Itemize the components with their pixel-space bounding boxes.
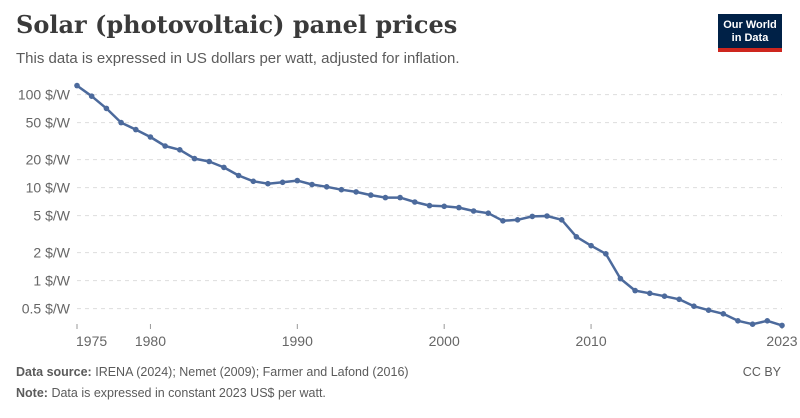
data-point (382, 194, 389, 201)
data-point (735, 318, 741, 324)
y-tick-label: 0.5 $/W (22, 301, 71, 317)
data-point (470, 208, 477, 214)
data-point (661, 293, 668, 300)
data-point (676, 296, 682, 303)
x-tick-label: 1990 (282, 333, 313, 349)
data-point (573, 234, 580, 240)
data-point (191, 155, 198, 162)
data-point (558, 217, 565, 223)
data-point (720, 311, 727, 317)
y-tick-label: 5 $/W (33, 208, 70, 224)
data-point (221, 164, 227, 171)
x-tick-label: 2000 (429, 333, 460, 349)
y-tick-label: 2 $/W (33, 245, 70, 261)
data-point (147, 134, 154, 140)
data-point (309, 181, 315, 188)
data-point (265, 180, 271, 187)
data-point (397, 194, 403, 201)
y-tick-label: 10 $/W (26, 180, 71, 196)
chart-subtitle: This data is expressed in US dollars per… (16, 50, 460, 67)
data-point (177, 147, 183, 153)
data-source-text[interactable]: IRENA (2024); Nemet (2009); Farmer and L… (95, 365, 409, 379)
data-point (88, 93, 95, 99)
x-tick-label: 1975 (76, 333, 107, 349)
data-point (705, 307, 712, 314)
data-point (74, 82, 80, 89)
x-tick-label: 1980 (135, 333, 166, 349)
data-point (529, 213, 536, 220)
data-point (647, 290, 653, 297)
data-point (133, 126, 139, 133)
x-tick-label: 2010 (575, 333, 606, 349)
owid-logo[interactable]: Our World in Data (718, 14, 782, 52)
data-point (294, 177, 301, 184)
data-point (368, 192, 374, 198)
data-point (279, 179, 286, 186)
data-point (250, 178, 257, 185)
data-point (588, 242, 594, 249)
license-link[interactable]: CC BY (742, 365, 781, 379)
y-tick-label: 1 $/W (33, 273, 70, 289)
data-point (514, 217, 521, 223)
y-tick-label: 100 $/W (18, 87, 71, 103)
chart-note-text: Data is expressed in constant 2023 US$ p… (51, 386, 326, 400)
data-point (617, 275, 624, 282)
data-point (441, 203, 448, 210)
y-tick-label: 20 $/W (26, 152, 71, 168)
data-point (412, 199, 418, 205)
data-point (779, 322, 785, 329)
data-point (235, 172, 242, 179)
data-point (338, 186, 345, 193)
data-point (426, 202, 433, 209)
data-point (353, 189, 359, 195)
data-source: Data source: IRENA (2024); Nemet (2009);… (16, 365, 409, 379)
data-point (485, 210, 492, 216)
data-point (691, 303, 697, 310)
x-tick-label: 2023 (766, 333, 797, 349)
chart-note: Note: Data is expressed in constant 2023… (16, 386, 326, 400)
logo-line-1: Our World (723, 19, 777, 31)
data-point (544, 213, 550, 219)
data-point (500, 218, 506, 224)
data-point (749, 321, 756, 328)
data-point (206, 158, 212, 165)
logo-line-2: in Data (731, 32, 769, 44)
y-tick-label: 50 $/W (26, 115, 71, 131)
chart-note-label: Note: (16, 386, 48, 400)
data-point (103, 105, 110, 112)
data-point (323, 184, 330, 190)
chart-title: Solar (photovoltaic) panel prices (16, 10, 458, 39)
data-source-label: Data source: (16, 365, 92, 379)
data-point (162, 143, 168, 149)
data-point (764, 318, 771, 324)
data-point (632, 287, 638, 294)
data-point (603, 251, 609, 257)
data-point (456, 204, 462, 211)
data-point (118, 119, 124, 126)
